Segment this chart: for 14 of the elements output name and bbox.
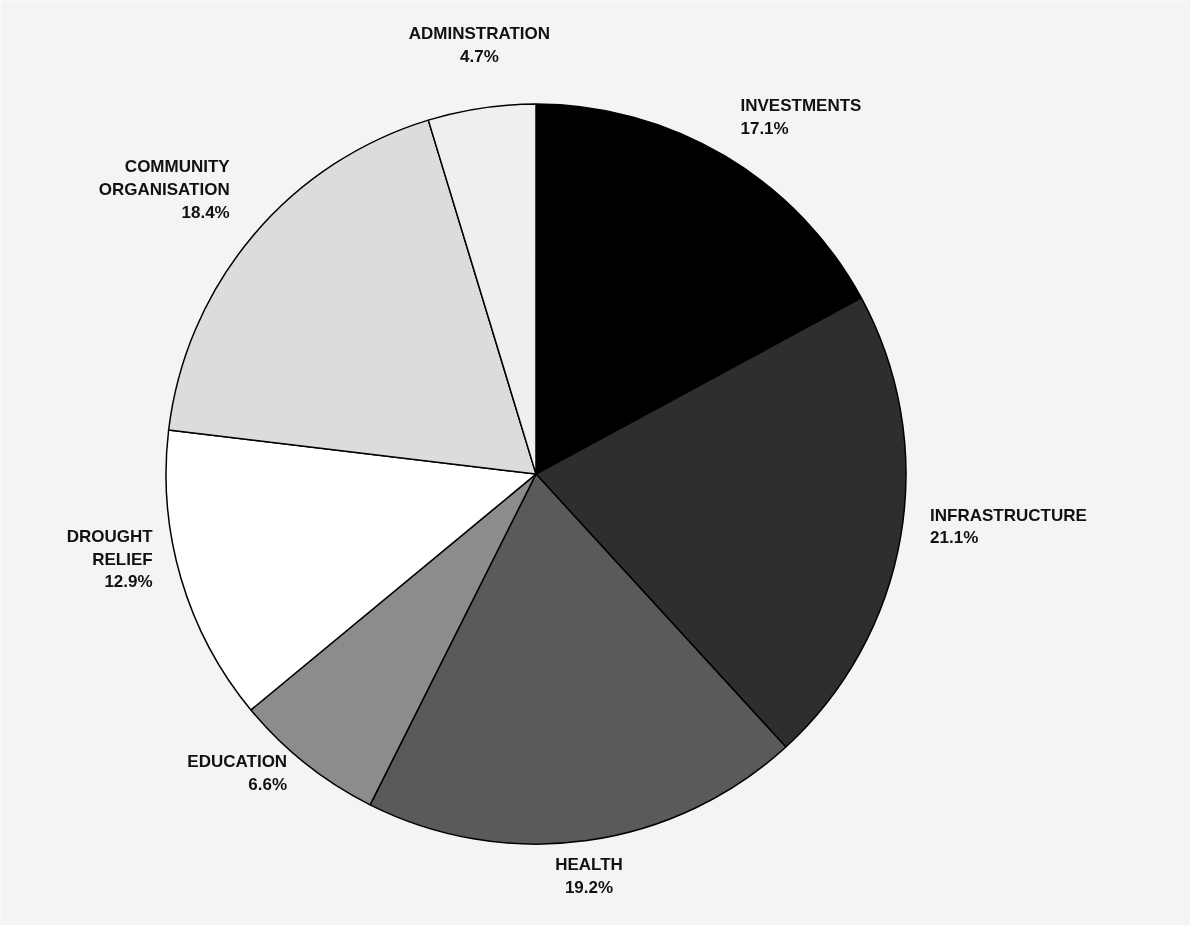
data-label: 19.2%: [564, 878, 614, 898]
slice-label: ADMINSTRATION: [408, 23, 551, 43]
slice-label: INVESTMENTS: [740, 96, 862, 116]
data-label: 6.6%: [248, 774, 288, 794]
slice-label: EDUCATION: [187, 751, 288, 771]
data-label: 21.1%: [930, 528, 979, 548]
data-label: 17.1%: [740, 118, 789, 138]
slice-label: HEALTH: [555, 855, 623, 875]
data-label: 4.7%: [460, 46, 499, 66]
data-label: 18.4%: [181, 203, 230, 223]
slice-label: COMMUNITY ORGANISATION: [98, 157, 231, 200]
slice-label: DROUGHT RELIEF: [66, 526, 154, 569]
data-label: 12.9%: [104, 572, 153, 592]
slice-label: INFRASTRUCTURE: [930, 505, 1087, 525]
